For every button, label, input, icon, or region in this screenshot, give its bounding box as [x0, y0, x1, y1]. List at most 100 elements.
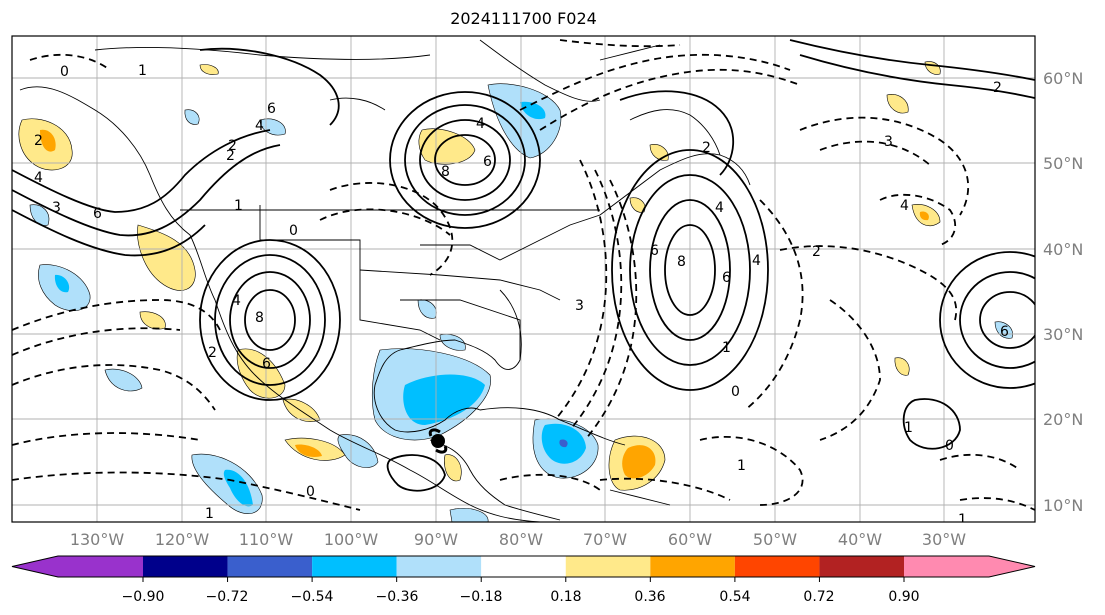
contour-label: 4 — [476, 116, 485, 132]
contour-label: 3 — [575, 298, 584, 314]
shade-patch — [417, 299, 437, 319]
colorbar-segment — [396, 556, 482, 577]
lat-label: 50°N — [1043, 154, 1083, 173]
shade-patch — [439, 334, 466, 351]
colorbar-segment — [904, 556, 989, 577]
contour-label: 0 — [945, 438, 954, 454]
colorbar-tick: 0.72 — [803, 589, 834, 605]
lon-label: 90°W — [414, 530, 458, 549]
contour-label: 2 — [812, 244, 821, 260]
contour-label: 1 — [737, 458, 746, 474]
contour-labels: 0 1 2 3 4 6 8 6 4 2 0 1 2 3 4 6 8 6 4 2 … — [34, 63, 1009, 528]
shade-patch — [40, 129, 56, 152]
lon-label: 80°W — [499, 530, 543, 549]
map-frame — [11, 35, 1036, 523]
longitude-labels: 130°W 120°W 110°W 100°W 90°W 80°W 70°W 6… — [70, 530, 966, 549]
contour-label: 1 — [138, 63, 147, 79]
contour-label: 8 — [677, 254, 686, 270]
contour-label: 1 — [234, 198, 243, 214]
hurricane-symbol — [428, 428, 448, 454]
colorbar-segment — [312, 556, 397, 577]
shade-patch — [629, 197, 646, 213]
lon-label: 70°W — [583, 530, 627, 549]
colorbar-tick: −0.72 — [206, 589, 249, 605]
contour-label: 4 — [34, 170, 43, 186]
shade-patch — [444, 454, 462, 482]
lon-label: 60°W — [668, 530, 712, 549]
contours-dashed — [12, 39, 1035, 511]
colorbar-tick: 0.18 — [550, 589, 581, 605]
colorbar-labels: −0.90 −0.72 −0.54 −0.36 −0.18 0.18 0.36 … — [122, 589, 920, 605]
contour-label: 4 — [232, 293, 241, 309]
shade-patch — [449, 508, 489, 522]
coastlines — [19, 39, 751, 522]
shade-patch — [894, 357, 910, 376]
contour-label: 6 — [93, 206, 102, 222]
shade-patch — [403, 374, 485, 425]
contour-label: 4 — [900, 198, 909, 214]
colorbar-segment — [734, 556, 820, 577]
colorbar-segment — [227, 556, 313, 577]
lat-label: 10°N — [1043, 496, 1083, 515]
contour-label: 3 — [884, 134, 893, 150]
contour-label: 1 — [904, 420, 913, 436]
lon-label: 50°W — [753, 530, 797, 549]
lon-label: 120°W — [155, 530, 210, 549]
contour-label: 2 — [226, 148, 235, 164]
map-title: 2024111700 F024 — [450, 9, 597, 28]
colorbar-tick: −0.90 — [122, 589, 165, 605]
lat-label: 30°N — [1043, 325, 1083, 344]
colorbar-segment — [481, 556, 566, 577]
colorbar-tick: 0.90 — [888, 589, 919, 605]
colorbar-arrow-low — [12, 556, 58, 577]
contour-label: 1 — [958, 512, 967, 528]
colorbar-segment — [565, 556, 651, 577]
shade-patch — [886, 94, 909, 114]
contour-label: 4 — [255, 118, 264, 134]
lat-label: 20°N — [1043, 410, 1083, 429]
colorbar-segment — [819, 556, 904, 577]
contour-label: 2 — [34, 133, 43, 149]
contour-label: 3 — [52, 200, 61, 216]
shade-patch — [520, 101, 546, 120]
shade-patch — [223, 469, 253, 507]
contour-label: 6 — [650, 243, 659, 259]
colorbar-tick: 0.36 — [634, 589, 665, 605]
colorbar-outline — [11, 555, 1036, 578]
lon-label: 110°W — [239, 530, 294, 549]
lon-label: 40°W — [838, 530, 882, 549]
colorbar-arrow-high — [989, 556, 1035, 577]
colorbar — [11, 555, 1036, 582]
contour-label: 2 — [228, 138, 237, 154]
shade-patch — [622, 445, 656, 479]
lon-label: 130°W — [70, 530, 125, 549]
contour-label: 2 — [702, 140, 711, 156]
colorbar-tick: −0.54 — [291, 589, 334, 605]
contour-label: 0 — [306, 484, 315, 500]
colorbar-tick: −0.36 — [376, 589, 419, 605]
shade-patch — [184, 109, 200, 125]
contour-label: 4 — [715, 200, 724, 216]
contour-label: 0 — [60, 64, 69, 80]
contour-label: 2 — [993, 80, 1002, 96]
contour-label: 6 — [267, 101, 276, 117]
shade-patch — [295, 444, 322, 457]
shade-patch — [104, 368, 143, 392]
contour-label: 1 — [205, 506, 214, 522]
colorbar-segment — [58, 556, 143, 577]
shade-patch — [54, 274, 70, 293]
contour-label: 6 — [722, 270, 731, 286]
lon-label: 30°W — [922, 530, 966, 549]
contour-label: 8 — [441, 164, 450, 180]
contour-label: 6 — [262, 356, 271, 372]
contour-label: 1 — [722, 340, 731, 356]
contour-label: 6 — [1000, 324, 1009, 340]
colorbar-tick: 0.54 — [719, 589, 750, 605]
shade-patch — [919, 211, 929, 221]
latitude-labels: 60°N 50°N 40°N 30°N 20°N 10°N — [1043, 69, 1083, 515]
lon-label: 100°W — [324, 530, 379, 549]
contour-label: 0 — [289, 223, 298, 239]
colorbar-tick: −0.18 — [460, 589, 503, 605]
lat-label: 60°N — [1043, 69, 1083, 88]
